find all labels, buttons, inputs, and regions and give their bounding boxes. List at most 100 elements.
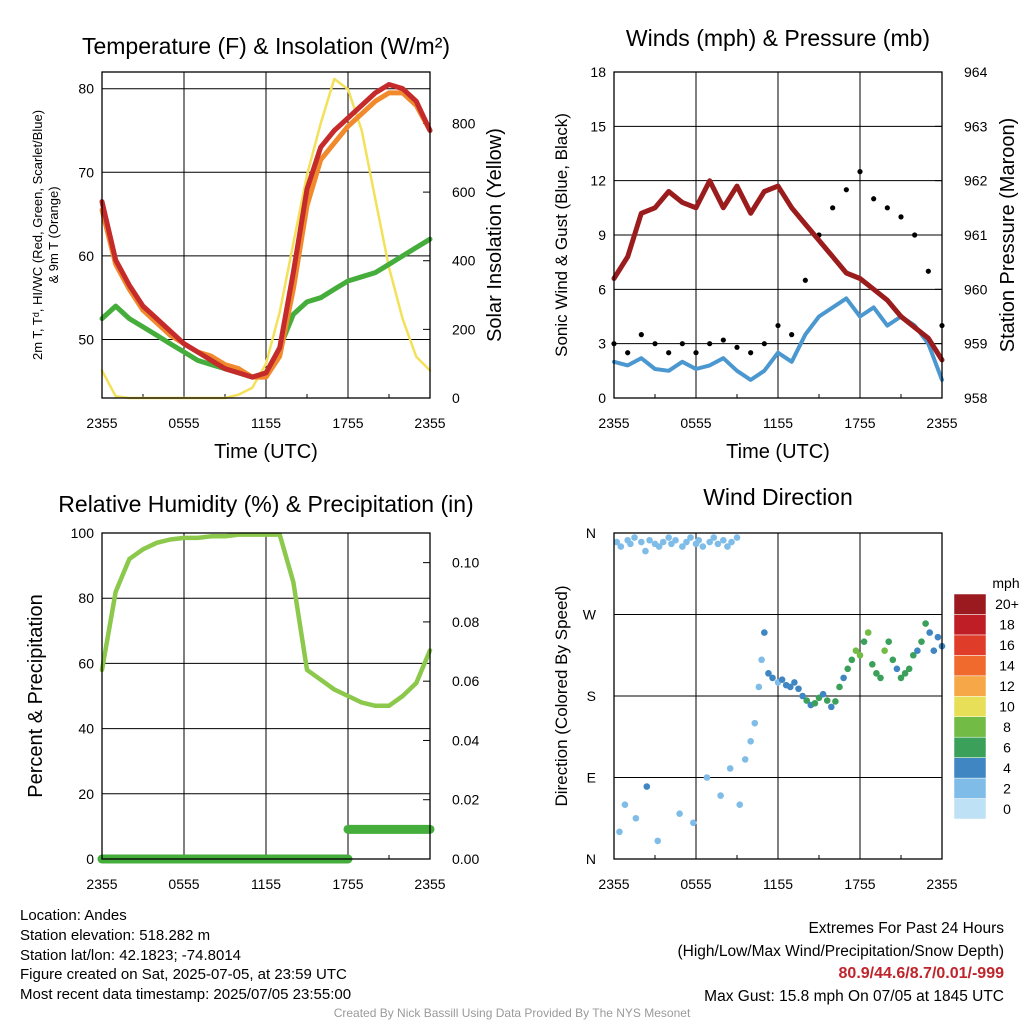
colorbar-swatch	[953, 696, 987, 717]
extremes-subheading: (High/Low/Max Wind/Precipitation/Snow De…	[677, 942, 1005, 960]
dir-point	[893, 665, 901, 673]
recent-timestamp: Most recent data timestamp: 2025/07/05 2…	[20, 986, 352, 1004]
dir-point	[897, 674, 905, 682]
dir-point	[659, 538, 667, 546]
wind-y-tick-label: 9	[598, 227, 606, 243]
dir-x-tick-label: 0555	[680, 876, 711, 892]
dir-point	[679, 543, 686, 550]
extremes-panel: Extremes For Past 24 Hours (High/Low/Max…	[678, 918, 1005, 1008]
temp-x-tick-label: 0555	[168, 415, 199, 431]
wind-y2-tick-label: 964	[964, 64, 988, 80]
dir-point	[613, 538, 621, 546]
dir-point	[922, 620, 929, 627]
colorbar-label: 6	[1003, 739, 1011, 755]
wind-gust-point	[898, 214, 904, 220]
wind-gust-point	[720, 337, 726, 343]
rh-y-tick-label: 60	[78, 655, 94, 671]
rh-y2-tick-label: 0.08	[452, 614, 479, 630]
colorbar-swatch	[953, 716, 987, 738]
wind-y-tick-label: 12	[590, 173, 606, 189]
wind-xlabel: Time (UTC)	[726, 441, 830, 463]
station-elevation: Station elevation: 518.282 m	[20, 926, 211, 944]
colorbar-swatch	[953, 675, 987, 697]
dir-point	[889, 656, 897, 664]
dir-point	[642, 547, 649, 555]
rh-y2-tick-label: 0.04	[452, 732, 479, 748]
colorbar-swatch	[953, 655, 987, 677]
colorbar-swatch	[953, 614, 987, 636]
rh-y2-tick-label: 0.02	[452, 792, 479, 808]
dir-point	[823, 697, 831, 704]
dir-point	[930, 647, 938, 655]
wind-gust-point	[652, 341, 658, 347]
rh-y2-tick-label: 0.00	[452, 851, 479, 867]
dir-point	[710, 534, 718, 541]
rh-x-tick-label: 2355	[86, 876, 117, 892]
dir-point	[910, 651, 917, 659]
dir-point	[791, 679, 798, 686]
dir-point	[787, 683, 794, 691]
dir-point	[761, 629, 768, 636]
dir-point	[683, 538, 690, 546]
max-gust: Max Gust: 15.8 mph On 07/05 at 1845 UTC	[704, 987, 1004, 1005]
wind-gust-point	[638, 332, 644, 338]
wind-plot-border	[613, 71, 943, 399]
dir-point	[778, 676, 786, 683]
rh-y-tick-label: 0	[86, 851, 94, 867]
wind-gust-point	[666, 350, 672, 356]
dir-point	[836, 683, 843, 691]
temp-plot-border	[101, 71, 431, 399]
wind-x-tick-label: 2355	[926, 415, 957, 431]
temp-y2-tick-label: 800	[452, 115, 476, 131]
temp-x-tick-label: 1755	[332, 415, 363, 431]
colorbar-label: 16	[999, 637, 1015, 653]
rh-y-tick-label: 20	[78, 786, 94, 802]
extremes-heading: Extremes For Past 24 Hours	[808, 920, 1004, 937]
extremes-values: 80.9/44.6/8.7/0.01/-999	[838, 965, 1004, 982]
wind-gust-point	[707, 341, 713, 347]
colorbar-label: 4	[1003, 760, 1011, 776]
dir-point	[905, 665, 913, 673]
rh-y2-tick-label: 0.06	[452, 673, 479, 689]
colorbar-label: 12	[999, 678, 1015, 694]
temp-chart-title: Temperature (F) & Insolation (W/m²)	[82, 33, 450, 59]
dir-plot-border	[613, 532, 943, 860]
wind-x-tick-label: 0555	[680, 415, 711, 431]
dir-point	[654, 837, 662, 845]
dir-y-tick-label: N	[586, 851, 596, 867]
wind-gust-point	[830, 205, 836, 211]
dir-point	[724, 543, 731, 550]
dir-point	[852, 647, 860, 655]
colorbar-swatch	[953, 777, 987, 799]
rh-y-tick-label: 100	[71, 525, 95, 541]
dir-point	[869, 661, 876, 668]
dir-point	[914, 647, 921, 655]
wind-y2label: Station Pressure (Maroon)	[997, 118, 1019, 353]
colorbar-label: 20+	[995, 596, 1019, 612]
dir-point	[687, 534, 694, 541]
temp-x-tick-label: 1155	[251, 415, 281, 431]
dir-point	[769, 674, 776, 682]
dir-x-tick-label: 2355	[926, 876, 957, 892]
dir-chart-title: Wind Direction	[703, 484, 853, 510]
wind-y-tick-label: 0	[598, 390, 606, 406]
dir-point	[638, 538, 645, 546]
wind-gust-point	[761, 341, 767, 347]
rh-y2-tick-label: 0.10	[452, 555, 479, 571]
colorbar-swatch	[953, 757, 987, 779]
wind-speed-line	[612, 296, 944, 382]
rh-plot: 2355 0555 1155 1755 2355 0 20 40 60 80 100 0.00 0.02…	[71, 525, 480, 892]
dir-point	[717, 792, 724, 799]
wind-gust-point	[748, 350, 754, 356]
figure-created: Figure created on Sat, 2025-07-05, at 23…	[20, 966, 347, 984]
wind-y2-tick-label: 959	[964, 336, 988, 352]
dir-point	[703, 774, 711, 781]
wind-gust-point	[925, 268, 931, 274]
rh-y-tick-label: 80	[78, 590, 94, 606]
temp-9m-line	[99, 90, 433, 380]
dir-point	[873, 670, 880, 677]
temp-y2-tick-label: 600	[452, 184, 476, 200]
dir-point	[706, 538, 713, 546]
dir-y-tick-label: N	[586, 525, 596, 541]
wind-y2-tick-label: 960	[964, 281, 988, 297]
